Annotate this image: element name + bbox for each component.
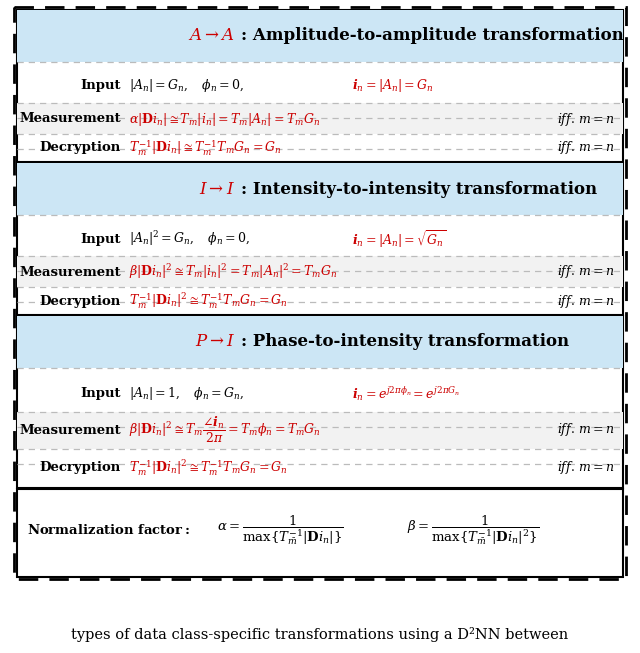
Bar [17, 412, 623, 449]
Text: Input: Input [81, 387, 121, 400]
Text: $\alpha = \dfrac{1}{\max\{T_{\bar{m}}^{-1}|\mathbf{D}i_n|\}}$: $\alpha = \dfrac{1}{\max\{T_{\bar{m}}^{-… [217, 513, 344, 547]
Text: Decryption: Decryption [40, 142, 121, 155]
Text: $\mathit{iff.}\, m = n$: $\mathit{iff.}\, m = n$ [557, 293, 615, 310]
Text: $\mathit{A} \rightarrow \mathit{A}$: $\mathit{A} \rightarrow \mathit{A}$ [189, 27, 235, 44]
Text: : Amplitude-to-amplitude transformation: : Amplitude-to-amplitude transformation [241, 27, 624, 44]
Text: $\boldsymbol{i}_n = |A_n| = \sqrt{G_n}$: $\boldsymbol{i}_n = |A_n| = \sqrt{G_n}$ [352, 228, 446, 250]
Text: : Intensity-to-intensity transformation: : Intensity-to-intensity transformation [241, 180, 597, 197]
Bar [17, 316, 623, 488]
Text: $\boldsymbol{i}_n = |A_n| = G_n$: $\boldsymbol{i}_n = |A_n| = G_n$ [352, 78, 434, 95]
Bar [17, 489, 623, 577]
Bar [14, 7, 626, 579]
Text: Input: Input [81, 232, 121, 246]
Text: $\mathit{P} \rightarrow \mathit{I}$: $\mathit{P} \rightarrow \mathit{I}$ [195, 334, 235, 351]
Bar [17, 10, 623, 162]
Text: $|A_n| = 1, \quad \phi_n = G_n, \quad$: $|A_n| = 1, \quad \phi_n = G_n, \quad$ [129, 385, 244, 402]
Text: $\beta|\mathbf{D}i_n|^2 \cong T_m\dfrac{\angle\boldsymbol{i}_n}{2\pi} = T_m\phi_: $\beta|\mathbf{D}i_n|^2 \cong T_m\dfrac{… [129, 415, 321, 445]
Bar [17, 255, 623, 287]
Text: $\beta|\mathbf{D}i_n|^2 \cong T_m|i_n|^2 = T_m|A_n|^2{=}T_mG_n$: $\beta|\mathbf{D}i_n|^2 \cong T_m|i_n|^2… [129, 263, 337, 281]
Bar [17, 10, 623, 62]
Bar [17, 316, 623, 368]
Bar [17, 163, 623, 315]
Text: $\mathit{I} \rightarrow \mathit{I}$: $\mathit{I} \rightarrow \mathit{I}$ [199, 180, 235, 197]
Text: types of data class-specific transformations using a D²NN between: types of data class-specific transformat… [72, 628, 568, 643]
Text: Decryption: Decryption [40, 462, 121, 475]
Text: $\mathit{iff.}\, m = n$: $\mathit{iff.}\, m = n$ [557, 460, 615, 477]
Text: $|A_n| = G_n, \quad \phi_n = 0, \quad$: $|A_n| = G_n, \quad \phi_n = 0, \quad$ [129, 78, 244, 95]
Text: $\mathit{iff.}\, m = n$: $\mathit{iff.}\, m = n$ [557, 140, 615, 157]
Text: $T_m^{-1}|\mathbf{D}i_n|^2 \cong T_m^{-1}T_mG_n = G_n$: $T_m^{-1}|\mathbf{D}i_n|^2 \cong T_m^{-1… [129, 458, 288, 478]
Text: $T_m^{-1}|\mathbf{D}i_n| \cong T_m^{-1}T_mG_n = G_n$: $T_m^{-1}|\mathbf{D}i_n| \cong T_m^{-1}T… [129, 138, 282, 158]
Text: $\mathbf{Normalization\ factor:}$: $\mathbf{Normalization\ factor:}$ [27, 523, 190, 537]
Text: $|A_n|^2 = G_n, \quad \phi_n = 0, \quad$: $|A_n|^2 = G_n, \quad \phi_n = 0, \quad$ [129, 230, 250, 248]
Text: Measurement: Measurement [19, 112, 121, 125]
Text: $\boldsymbol{i}_n = e^{j2\pi\phi_n} = e^{j2\pi G_n}$: $\boldsymbol{i}_n = e^{j2\pi\phi_n} = e^… [352, 385, 460, 403]
Text: Measurement: Measurement [19, 266, 121, 278]
Bar [17, 163, 623, 215]
Text: $\mathit{iff.}\, m = n$: $\mathit{iff.}\, m = n$ [557, 421, 615, 439]
Text: Measurement: Measurement [19, 424, 121, 436]
Text: $\mathit{iff.}\, m = n$: $\mathit{iff.}\, m = n$ [557, 110, 615, 127]
Text: $T_m^{-1}|\mathbf{D}i_n|^2 \cong T_m^{-1}T_mG_n = G_n$: $T_m^{-1}|\mathbf{D}i_n|^2 \cong T_m^{-1… [129, 291, 288, 311]
Text: $\mathit{iff.}\, m = n$: $\mathit{iff.}\, m = n$ [557, 264, 615, 281]
Text: Input: Input [81, 80, 121, 93]
Text: Decryption: Decryption [40, 295, 121, 308]
Text: : Phase-to-intensity transformation: : Phase-to-intensity transformation [241, 334, 570, 351]
Text: $\alpha|\mathbf{D}i_n| \cong T_m|i_n| = T_m|A_n|{=}T_mG_n$: $\alpha|\mathbf{D}i_n| \cong T_m|i_n| = … [129, 110, 320, 127]
Bar [17, 103, 623, 133]
Text: $\beta = \dfrac{1}{\max\{T_{\bar{m}}^{-1}|\mathbf{D}i_n|^2\}}$: $\beta = \dfrac{1}{\max\{T_{\bar{m}}^{-1… [407, 513, 540, 547]
